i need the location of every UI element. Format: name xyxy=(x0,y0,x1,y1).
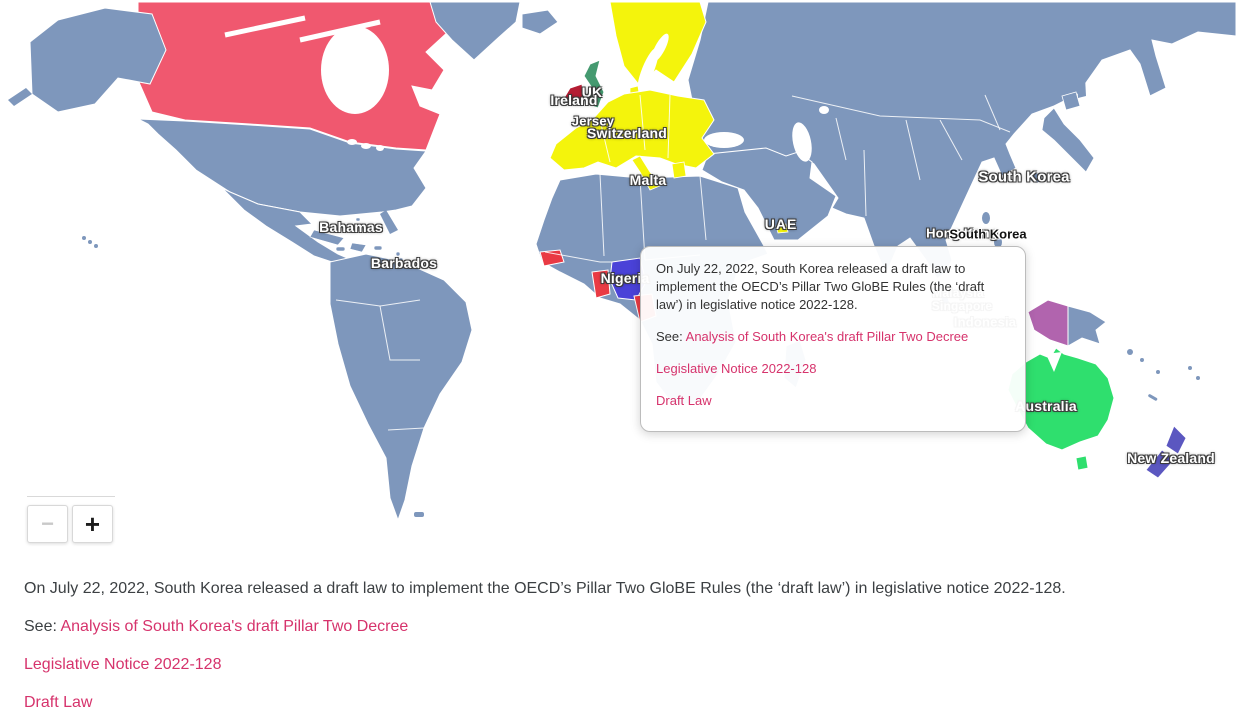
papua-indonesia[interactable] xyxy=(1027,299,1069,347)
iceland[interactable] xyxy=(521,9,559,35)
sakhalin xyxy=(1076,58,1086,98)
great-lakes xyxy=(347,139,384,151)
country-usa[interactable] xyxy=(137,118,427,217)
philippines xyxy=(994,236,1002,248)
minus-icon: − xyxy=(41,511,54,536)
italy xyxy=(631,155,661,191)
country-ireland[interactable] xyxy=(563,83,585,107)
continental-europe[interactable] xyxy=(549,89,715,171)
country-mexico[interactable] xyxy=(221,187,354,265)
taiwan xyxy=(982,212,990,224)
country-borders xyxy=(335,94,1011,431)
falkland-islands xyxy=(414,512,424,517)
popup-link-analysis[interactable]: Analysis of South Korea's draft Pillar T… xyxy=(685,329,969,344)
popup-body: On July 22, 2022, South Korea released a… xyxy=(656,261,985,312)
hover-label-south-korea: South Korea xyxy=(949,226,1027,242)
country-alaska[interactable] xyxy=(29,7,167,113)
zoom-in-button[interactable]: + xyxy=(72,505,113,543)
gulf-of-carpentaria xyxy=(1046,352,1062,372)
popup-see-prefix: See: xyxy=(656,329,683,344)
country-uae[interactable] xyxy=(775,223,789,234)
country-ghana[interactable] xyxy=(591,269,611,299)
pacific-islands xyxy=(1127,349,1200,401)
plus-icon: + xyxy=(84,508,101,539)
hudson-bay xyxy=(321,26,389,114)
arctic-channels xyxy=(224,15,381,43)
gulf-of-bothnia xyxy=(651,33,669,63)
world-map[interactable]: UK Ireland Jersey Switzerland Malta Baha… xyxy=(0,0,1236,560)
aral-sea xyxy=(819,106,829,114)
article-link-analysis[interactable]: Analysis of South Korea's draft Pillar T… xyxy=(60,618,409,635)
aleutian-tail xyxy=(8,88,32,106)
zoom-out-button[interactable]: − xyxy=(27,505,68,543)
black-sea xyxy=(704,132,744,148)
japan[interactable] xyxy=(1029,91,1095,184)
article-link-legislative-notice[interactable]: Legislative Notice 2022-128 xyxy=(24,656,222,673)
country-new-zealand[interactable] xyxy=(1145,425,1187,479)
map-popup: On July 22, 2022, South Korea released a… xyxy=(640,246,1026,432)
article-link-draft-law[interactable]: Draft Law xyxy=(24,694,93,711)
caspian-sea xyxy=(792,122,812,162)
south-america[interactable] xyxy=(329,253,473,522)
middle-east[interactable] xyxy=(701,147,837,241)
world-map-svg xyxy=(8,1,1236,522)
caribbean-islands[interactable] xyxy=(309,217,405,275)
tasmania xyxy=(1075,455,1089,471)
country-uk[interactable] xyxy=(583,59,605,109)
popup-link-legislative-notice[interactable]: Legislative Notice 2022-128 xyxy=(656,361,817,376)
hawaii-islands xyxy=(82,236,98,248)
florida xyxy=(380,210,398,234)
greece xyxy=(671,161,687,179)
article-section: On July 22, 2022, South Korea released a… xyxy=(0,560,1236,713)
article-see-prefix: See: xyxy=(24,618,57,635)
greenland[interactable] xyxy=(429,1,521,61)
papua-new-guinea[interactable] xyxy=(1067,305,1107,347)
article-body: On July 22, 2022, South Korea released a… xyxy=(24,580,1066,597)
map-zoom-controls: − + xyxy=(27,496,115,543)
popup-link-draft-law[interactable]: Draft Law xyxy=(656,393,712,408)
